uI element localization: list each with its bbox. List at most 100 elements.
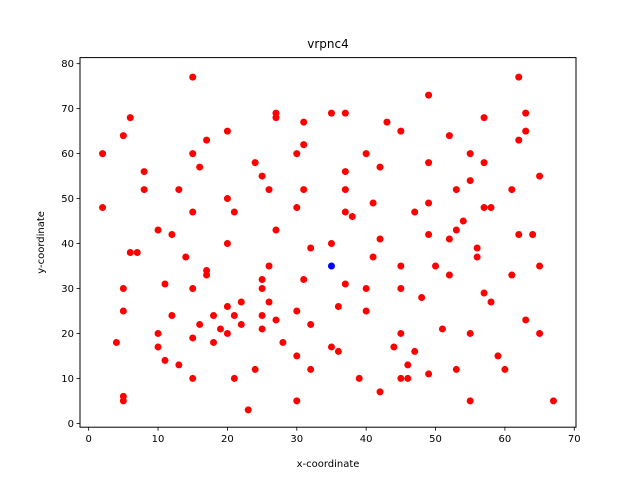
customer-point [161,356,169,364]
y-tick-label: 30 [61,284,74,295]
customer-point [362,307,370,315]
customer-point [376,388,384,396]
customer-point [126,114,134,122]
customer-point [411,208,419,216]
customer-point [536,262,544,270]
customer-point [168,231,176,239]
customer-point [307,244,315,252]
customer-point [404,361,412,369]
customer-point [189,208,197,216]
customer-point [258,311,266,319]
customer-point [466,150,474,158]
y-tick-label: 40 [61,239,74,250]
customer-point [425,159,433,167]
customer-point [161,280,169,288]
customer-point [216,325,224,333]
customer-point [307,365,315,373]
customer-point [251,159,259,167]
customer-point [536,329,544,337]
customer-point [265,262,273,270]
customer-point [175,361,183,369]
customer-point [258,275,266,283]
data-points [99,73,557,414]
customer-point [397,374,405,382]
customer-point [265,186,273,194]
customer-point [119,397,127,405]
customer-point [258,284,266,292]
customer-point [487,298,495,306]
customer-point [265,298,273,306]
customer-point [480,159,488,167]
customer-point [244,406,252,414]
customer-point [196,163,204,171]
depot-point [327,262,335,270]
customer-point [203,136,211,144]
customer-point [327,109,335,117]
customer-point [223,329,231,337]
customer-point [272,316,280,324]
x-tick-label: 60 [499,434,512,445]
customer-point [203,271,211,279]
customer-point [397,127,405,135]
customer-point [154,226,162,234]
customer-point [223,127,231,135]
customer-point [300,275,308,283]
customer-point [508,271,516,279]
customer-point [480,204,488,212]
customer-point [452,226,460,234]
customer-point [341,280,349,288]
customer-point [258,325,266,333]
customer-point [355,374,363,382]
customer-point [293,307,301,315]
customer-point [327,240,335,248]
customer-point [189,150,197,158]
y-axis-ticks: 0 10 20 30 40 50 60 70 80 [61,59,80,430]
customer-point [175,186,183,194]
customer-point [425,199,433,207]
customer-point [425,91,433,99]
y-tick-label: 20 [61,329,74,340]
customer-point [272,114,280,122]
x-tick-label: 50 [429,434,442,445]
customer-point [119,284,127,292]
customer-point [230,311,238,319]
customer-point [99,204,107,212]
customer-point [126,249,134,257]
customer-point [522,316,530,324]
customer-point [452,186,460,194]
customer-point [168,311,176,319]
customer-point [480,114,488,122]
customer-point [362,284,370,292]
customer-point [522,109,530,117]
customer-point [237,320,245,328]
customer-point [501,365,509,373]
customer-point [445,235,453,243]
y-tick-label: 0 [68,419,74,430]
customer-point [327,343,335,351]
customer-point [515,231,523,239]
customer-point [210,338,218,346]
y-tick-label: 50 [61,194,74,205]
customer-point [196,320,204,328]
customer-point [473,253,481,261]
customer-point [369,199,377,207]
y-axis-label: y-coordinate [36,211,47,274]
customer-point [99,150,107,158]
customer-point [341,186,349,194]
customer-point [459,217,467,225]
customer-point [549,397,557,405]
x-tick-label: 70 [568,434,581,445]
customer-point [376,163,384,171]
customer-point [334,302,342,310]
customer-point [494,352,502,360]
x-tick-label: 20 [221,434,234,445]
customer-point [300,186,308,194]
customer-point [119,307,127,315]
x-tick-label: 30 [290,434,303,445]
customer-point [480,289,488,297]
customer-point [445,271,453,279]
x-axis-ticks: 0 10 20 30 40 50 60 70 [85,427,581,445]
customer-point [210,311,218,319]
